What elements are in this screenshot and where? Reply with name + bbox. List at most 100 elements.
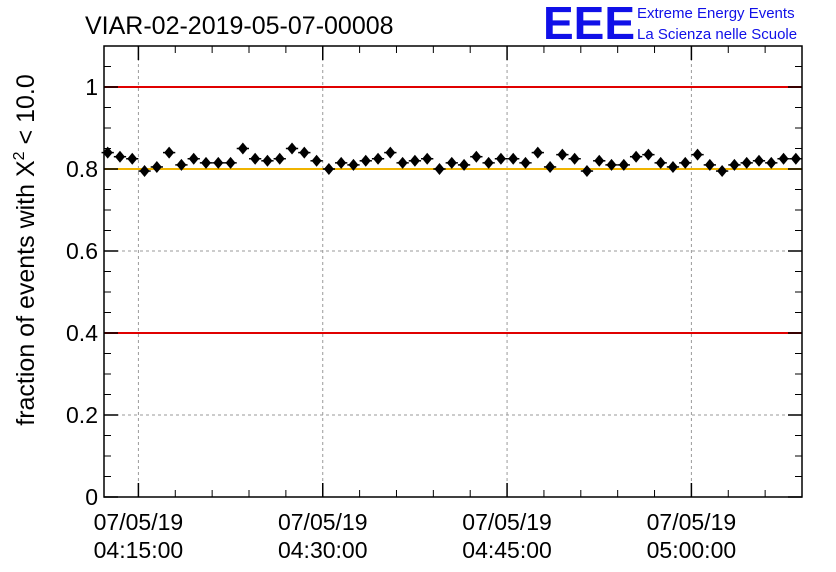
y-tick-label: 0.4 bbox=[66, 320, 98, 346]
point-marker bbox=[545, 160, 556, 173]
point-marker bbox=[348, 158, 359, 171]
point-marker bbox=[717, 165, 728, 178]
point-marker bbox=[446, 156, 457, 169]
data-point bbox=[236, 142, 250, 155]
data-point bbox=[482, 156, 495, 169]
data-point bbox=[580, 165, 594, 178]
point-marker bbox=[680, 156, 691, 169]
point-marker bbox=[778, 152, 789, 165]
x-tick-date-label: 07/05/19 bbox=[647, 509, 737, 535]
point-marker bbox=[102, 146, 113, 159]
plot-border bbox=[103, 45, 803, 498]
y-axis-label-prefix: fraction of events with bbox=[12, 184, 40, 426]
point-marker bbox=[299, 146, 310, 159]
data-point bbox=[347, 158, 360, 171]
y-tick-label: 0.2 bbox=[66, 402, 98, 428]
data-point bbox=[679, 156, 692, 169]
point-marker bbox=[360, 154, 371, 167]
data-point bbox=[507, 152, 520, 165]
point-marker bbox=[667, 160, 678, 173]
point-marker bbox=[250, 152, 261, 165]
data-point bbox=[421, 152, 434, 165]
point-marker bbox=[151, 160, 162, 173]
data-point bbox=[765, 156, 778, 169]
y-axis-label: fraction of events with X2 < 10.0 bbox=[11, 74, 40, 426]
point-marker bbox=[397, 156, 408, 169]
data-point bbox=[543, 160, 557, 173]
y-tick-label: 1 bbox=[85, 74, 98, 100]
data-point bbox=[113, 150, 127, 163]
data-point bbox=[715, 165, 729, 178]
x-tick-time-label: 05:00:00 bbox=[647, 537, 737, 563]
y-axis-label-sup: 2 bbox=[11, 151, 28, 160]
data-point bbox=[666, 160, 680, 173]
data-point bbox=[519, 156, 532, 169]
data-point bbox=[654, 156, 667, 169]
y-axis-label-symbol: X bbox=[12, 160, 40, 177]
eee-logo: EEE Extreme Energy Events La Scienza nel… bbox=[543, 0, 797, 49]
point-marker bbox=[225, 156, 236, 169]
data-point bbox=[691, 148, 704, 161]
point-marker bbox=[385, 146, 396, 159]
point-marker bbox=[508, 152, 519, 165]
data-point bbox=[359, 154, 372, 167]
data-point bbox=[617, 158, 630, 171]
data-point bbox=[593, 154, 606, 167]
data-point bbox=[728, 158, 741, 171]
data-point bbox=[703, 158, 716, 171]
data-point bbox=[396, 156, 409, 169]
point-marker bbox=[176, 158, 187, 171]
data-point bbox=[556, 148, 569, 161]
data-point bbox=[261, 154, 274, 167]
point-marker bbox=[373, 152, 384, 165]
point-marker bbox=[471, 150, 482, 163]
data-point bbox=[568, 152, 581, 165]
point-marker bbox=[262, 154, 273, 167]
point-marker bbox=[127, 152, 138, 165]
data-point bbox=[126, 152, 139, 165]
point-marker bbox=[557, 148, 568, 161]
data-point bbox=[642, 148, 655, 161]
data-point bbox=[740, 156, 753, 169]
data-point bbox=[384, 146, 397, 159]
point-marker bbox=[459, 158, 470, 171]
x-tick-time-label: 04:15:00 bbox=[94, 537, 184, 563]
point-marker bbox=[274, 152, 285, 165]
logo-mark: EEE bbox=[543, 0, 635, 49]
data-point bbox=[777, 152, 790, 165]
data-point bbox=[150, 160, 163, 173]
x-tick-date-label: 07/05/19 bbox=[278, 509, 368, 535]
y-axis-label-suffix: < 10.0 bbox=[12, 74, 40, 144]
point-marker bbox=[287, 142, 298, 155]
y-axis-ticks: 0 0.2 0.4 0.6 0.8 1 bbox=[66, 45, 802, 510]
reference-lines bbox=[104, 86, 802, 334]
point-marker bbox=[741, 156, 752, 169]
data-point bbox=[335, 156, 348, 169]
x-tick-date-label: 07/05/19 bbox=[94, 509, 184, 535]
point-marker bbox=[336, 156, 347, 169]
data-point bbox=[273, 152, 286, 165]
point-marker bbox=[753, 154, 764, 167]
point-marker bbox=[311, 154, 322, 167]
point-marker bbox=[729, 158, 740, 171]
logo-line-2: La Scienza nelle Scuole bbox=[637, 26, 797, 43]
point-marker bbox=[655, 156, 666, 169]
data-point bbox=[752, 154, 766, 167]
data-point bbox=[531, 146, 544, 159]
x-tick-date-label: 07/05/19 bbox=[462, 509, 552, 535]
point-marker bbox=[139, 165, 150, 178]
data-point bbox=[175, 158, 188, 171]
point-marker bbox=[532, 146, 543, 159]
data-point bbox=[298, 146, 311, 159]
data-point bbox=[470, 150, 483, 163]
y-tick-label: 0 bbox=[85, 484, 98, 510]
point-marker bbox=[422, 152, 433, 165]
point-marker bbox=[483, 156, 494, 169]
point-marker bbox=[618, 158, 629, 171]
point-marker bbox=[643, 148, 654, 161]
data-point bbox=[212, 156, 225, 169]
data-point bbox=[445, 156, 458, 169]
data-point bbox=[457, 158, 471, 171]
data-point bbox=[789, 152, 802, 165]
